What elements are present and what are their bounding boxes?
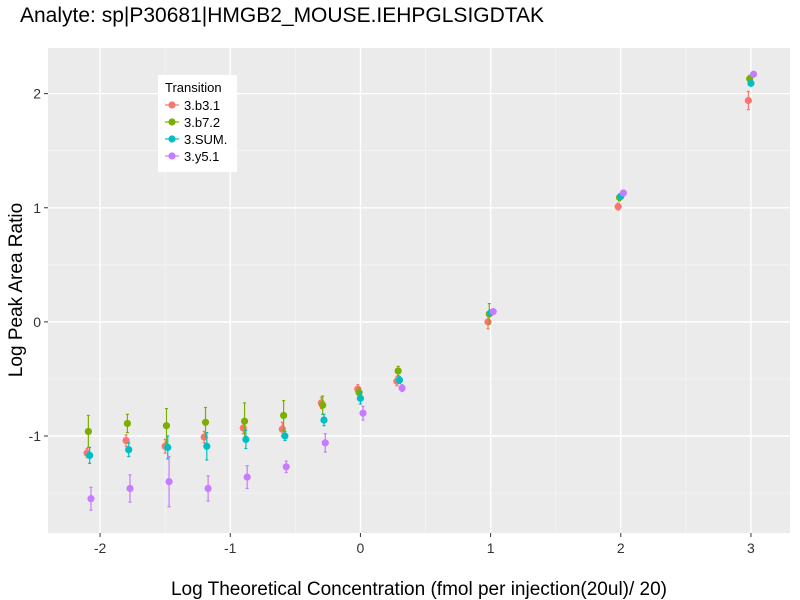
legend-label: 3.y5.1: [184, 149, 219, 164]
data-point: [240, 417, 249, 425]
data-point: [359, 409, 367, 417]
data-point: [394, 367, 402, 375]
x-tick-label: 1: [487, 540, 495, 556]
data-point: [319, 401, 327, 409]
data-point: [321, 439, 329, 447]
data-point: [204, 484, 212, 493]
data-point: [84, 427, 92, 436]
data-point: [165, 478, 173, 486]
legend-entries: 3.b3.1 3.b7.2 3.SUM. 3.y5.1: [165, 98, 227, 164]
data-point: [614, 203, 622, 211]
data-point: [398, 384, 406, 392]
data-point: [280, 411, 288, 420]
legend-key-point: [168, 135, 176, 143]
legend-label: 3.SUM.: [184, 132, 227, 147]
data-point: [395, 376, 404, 384]
y-axis-title: Log Peak Area Ratio: [6, 203, 27, 377]
major-grid: [48, 48, 790, 533]
series-3-b3-1: [83, 90, 752, 459]
y-tick-label: 1: [33, 200, 41, 216]
legend-title: Transition: [165, 80, 222, 95]
y-axis: -1 0 1 2: [29, 86, 48, 444]
series-3-SUM: [86, 79, 755, 464]
data-point: [86, 451, 94, 459]
data-point: [126, 484, 134, 493]
y-tick-label: 0: [33, 314, 41, 330]
data-point: [282, 463, 290, 471]
chart-title: Analyte: sp|P30681|HMGB2_MOUSE.IEHPGLSIG…: [20, 4, 544, 27]
x-tick-label: 0: [357, 540, 365, 556]
y-tick-label: -1: [29, 428, 42, 444]
x-tick-label: 2: [617, 540, 625, 556]
data-point: [242, 435, 250, 444]
data-point: [489, 308, 497, 316]
data-point: [243, 473, 251, 481]
data-point: [125, 446, 133, 454]
data-point: [87, 495, 95, 503]
data-point: [320, 416, 328, 424]
data-point: [281, 432, 289, 440]
series-3-y5-1: [87, 70, 758, 511]
x-tick-label: 3: [747, 540, 755, 556]
data-point: [747, 79, 755, 87]
data-point: [749, 70, 758, 78]
legend-key-point: [168, 152, 176, 160]
legend-label: 3.b3.1: [184, 98, 220, 113]
data-point: [203, 442, 211, 450]
data-point: [744, 96, 752, 105]
y-tick-label: 2: [33, 86, 41, 102]
x-axis: -2 -1 0 1 2 3: [94, 533, 755, 556]
legend-key-point: [168, 101, 176, 109]
data-point: [356, 394, 365, 402]
legend-label: 3.b7.2: [184, 115, 220, 130]
legend: Transition 3.b3.1 3.b7.2 3.SUM. 3.y5.1: [158, 75, 237, 172]
data-point: [619, 189, 627, 197]
x-tick-label: -2: [94, 540, 107, 556]
x-tick-label: -1: [224, 540, 237, 556]
data-point: [123, 419, 132, 428]
data-point: [164, 443, 172, 452]
data-series: [83, 70, 758, 511]
legend-key-point: [168, 118, 176, 126]
x-axis-title: Log Theoretical Concentration (fmol per …: [171, 579, 667, 600]
data-point: [201, 418, 210, 426]
data-point: [162, 422, 171, 430]
